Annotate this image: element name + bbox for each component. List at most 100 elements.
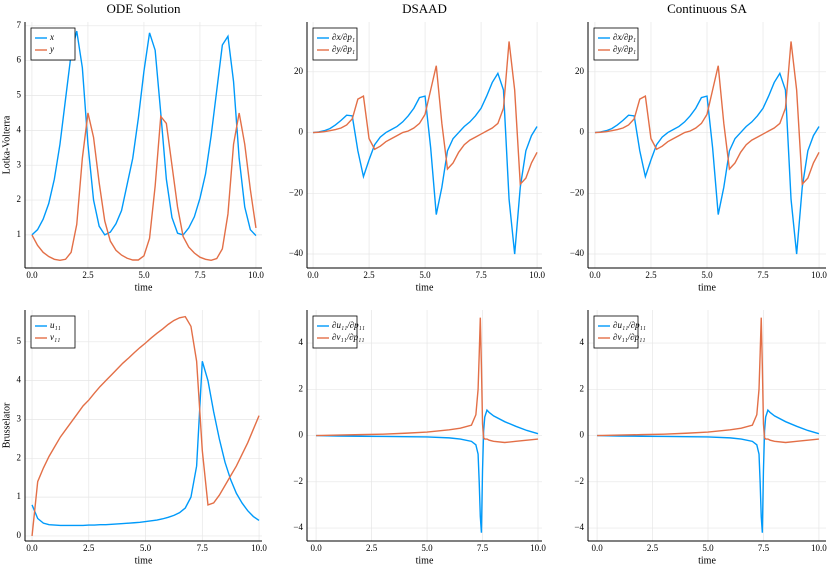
legend-box: [30, 27, 76, 61]
y-axis-label: Lotka-Volterra: [1, 115, 12, 174]
y-tick-label: 5: [17, 90, 22, 100]
panel-title: DSAAD: [402, 1, 447, 16]
legend-label: ∂y/∂p₁: [332, 44, 355, 54]
y-tick-label: −20: [570, 187, 585, 197]
panel: −40 −20 0 20 0.0 2.5 5.0 7.5 10.0 DSAAD time ∂x/∂p₁…: [289, 1, 546, 293]
y-tick-label: 5: [17, 336, 22, 346]
x-tick-label: 2.5: [82, 270, 94, 280]
x-axis-label: time: [416, 555, 434, 566]
legend-box: [312, 315, 358, 349]
legend-label: ∂v₁₁/∂p₁₁: [613, 332, 645, 342]
y-tick-label: 2: [17, 452, 22, 462]
y-tick-label: −40: [289, 248, 304, 258]
y-tick-label: 0: [580, 430, 585, 440]
legend-box: [312, 27, 358, 61]
series-line: [313, 41, 538, 186]
x-tick-label: 7.5: [194, 270, 206, 280]
x-axis-label: time: [698, 282, 716, 293]
x-tick-label: 0.0: [26, 270, 38, 280]
series-line: [594, 71, 820, 255]
x-axis-label: time: [416, 282, 434, 293]
y-tick-label: 2: [299, 383, 304, 393]
y-tick-label: 20: [575, 66, 585, 76]
y-tick-label: 7: [17, 20, 22, 30]
series-line: [31, 361, 260, 527]
series-line: [31, 315, 260, 537]
legend-box: [593, 315, 639, 349]
x-tick-label: 0.0: [26, 543, 38, 553]
x-tick-label: 5.0: [419, 270, 431, 280]
y-tick-label: 6: [17, 55, 22, 65]
y-tick-label: 2: [17, 194, 22, 204]
x-tick-label: 5.0: [138, 270, 150, 280]
x-tick-label: 5.0: [140, 543, 152, 553]
series-line: [316, 408, 539, 533]
y-tick-label: 4: [580, 337, 585, 347]
x-tick-label: 0.0: [307, 270, 319, 280]
panel: −4 −2 0 2 4 0.0 2.5 5.0 7.5 10.0 time ∂u₁₁/∂p₁₁ ∂v₁₁…: [293, 310, 546, 566]
series-line: [316, 317, 539, 444]
x-tick-label: 7.5: [475, 270, 487, 280]
y-tick-label: 3: [17, 159, 22, 169]
x-tick-label: 7.5: [758, 543, 770, 553]
y-tick-label: 3: [17, 414, 22, 424]
panel: 0 1 2 3 4 5 0.0 2.5 5.0 7.5 10.0 time Brusselator u₁₁…: [1, 310, 267, 566]
x-tick-label: 2.5: [363, 270, 375, 280]
x-tick-label: 10.0: [251, 543, 267, 553]
y-tick-label: 4: [17, 124, 22, 134]
panel: −4 −2 0 2 4 0.0 2.5 5.0 7.5 10.0 time ∂u₁₁/∂p₁₁ ∂v₁₁…: [574, 310, 827, 566]
panel: 1 2 3 4 5 6 7 0.0 2.5 5.0 7.5 10.0 ODE Solution time L…: [1, 1, 264, 293]
y-tick-label: 4: [17, 375, 22, 385]
legend-label: ∂x/∂p₁: [332, 32, 355, 42]
legend-label: y: [49, 44, 54, 54]
series-line: [597, 317, 819, 444]
y-tick-label: −2: [574, 476, 584, 486]
x-tick-label: 0.0: [310, 543, 322, 553]
x-tick-label: 7.5: [757, 270, 769, 280]
panel-title: ODE Solution: [106, 1, 181, 16]
y-tick-label: 0: [17, 530, 22, 540]
x-axis-label: time: [135, 282, 153, 293]
legend-box: [30, 315, 76, 349]
series-line: [31, 112, 257, 262]
x-tick-label: 10.0: [529, 270, 545, 280]
legend-box: [593, 27, 639, 61]
x-tick-label: 10.0: [530, 543, 546, 553]
y-tick-label: 1: [17, 491, 22, 501]
y-axis-label: Brusselator: [1, 402, 12, 448]
y-tick-label: 2: [580, 383, 585, 393]
legend-label: v₁₁: [50, 332, 60, 342]
legend-label: ∂v₁₁/∂p₁₁: [332, 332, 364, 342]
x-tick-label: 2.5: [83, 543, 95, 553]
series-line: [312, 71, 538, 255]
x-tick-label: 2.5: [647, 543, 659, 553]
series-line: [597, 408, 820, 533]
x-tick-label: 7.5: [197, 543, 209, 553]
y-tick-label: −4: [574, 522, 584, 532]
y-tick-label: 1: [17, 229, 22, 239]
x-tick-label: 5.0: [702, 543, 714, 553]
x-tick-label: 2.5: [366, 543, 378, 553]
x-axis-label: time: [698, 555, 716, 566]
x-tick-label: 0.0: [591, 543, 603, 553]
y-tick-label: 0: [299, 127, 304, 137]
legend-label: ∂y/∂p₁: [613, 44, 636, 54]
x-tick-label: 2.5: [645, 270, 657, 280]
legend-label: u₁₁: [50, 320, 61, 330]
x-tick-label: 10.0: [811, 270, 827, 280]
x-tick-label: 0.0: [589, 270, 601, 280]
x-tick-label: 5.0: [421, 543, 433, 553]
panel-title: Continuous SA: [667, 1, 747, 16]
legend-label: ∂x/∂p₁: [613, 32, 636, 42]
y-tick-label: 0: [299, 430, 304, 440]
series-line: [31, 30, 257, 237]
legend-label: ∂u₁₁/∂p₁₁: [613, 320, 646, 330]
y-tick-label: −40: [570, 248, 585, 258]
legend-label: ∂u₁₁/∂p₁₁: [332, 320, 365, 330]
legend-label: x: [49, 32, 54, 42]
x-tick-label: 5.0: [701, 270, 713, 280]
x-axis-label: time: [135, 555, 153, 566]
y-tick-label: 4: [299, 337, 304, 347]
series-line: [594, 41, 820, 186]
